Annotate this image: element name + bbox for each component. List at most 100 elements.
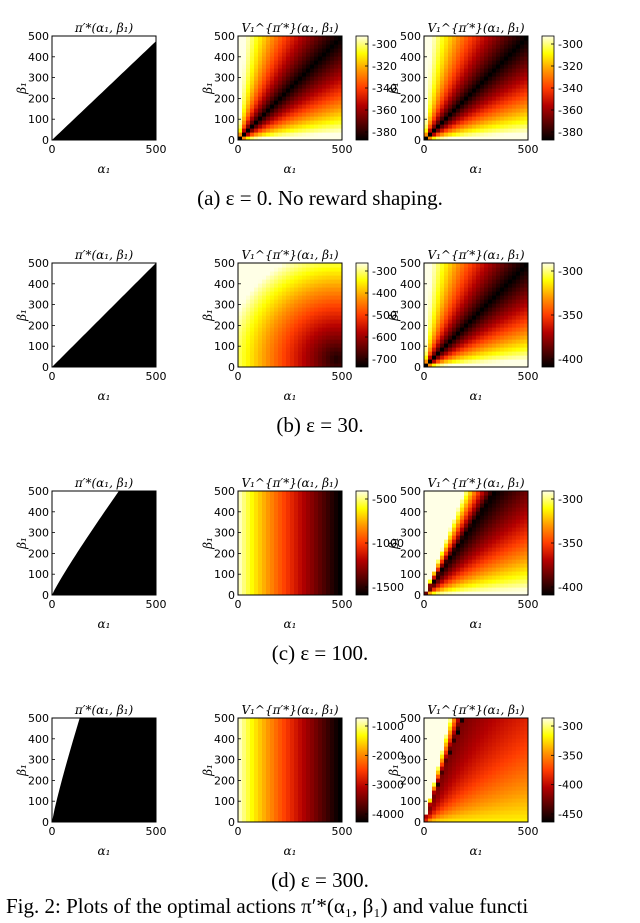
colorbar-tick-label: -300 [372,38,397,51]
heat-cell [242,539,247,544]
heat-cell [238,263,243,268]
heat-cell [440,40,445,45]
heat-cell [266,810,271,815]
heat-cell [262,786,267,791]
heat-cell [460,40,465,45]
heat-cell [318,104,323,109]
heat-cell [508,327,513,332]
heat-cell [310,287,315,292]
heat-cell [282,583,287,588]
heat-cell [318,794,323,799]
heat-cell [270,52,275,57]
heat-cell [254,491,259,496]
heat-cell [330,778,335,783]
heat-cell [258,283,263,288]
heat-cell [282,730,287,735]
heat-cell [448,543,453,548]
heat-cell [266,547,271,552]
heat-cell [270,774,275,779]
heat-cell [242,503,247,508]
heat-cell [496,44,501,49]
heat-cell [452,523,457,528]
heat-cell [310,112,315,117]
heat-cell [314,539,319,544]
heat-cell [246,339,251,344]
heat-cell [302,60,307,65]
heat-cell [444,335,449,340]
heat-cell [456,44,461,49]
heat-cell [262,323,267,328]
heat-cell [440,567,445,572]
heat-cell [444,295,449,300]
heat-cell [436,56,441,61]
heat-cell [436,44,441,49]
heat-cell [338,722,342,727]
heat-cell [500,315,505,320]
heat-cell [440,72,445,77]
heat-cell [460,351,465,356]
heat-cell [278,535,283,540]
heat-cell [432,88,437,93]
heat-cell [508,104,513,109]
heat-cell [338,40,342,45]
heat-cell [290,794,295,799]
heat-cell [326,778,331,783]
heat-cell [246,319,251,324]
heat-cell [286,491,291,496]
heat-cell [322,758,327,763]
heat-cell [258,770,263,775]
heat-cell [298,315,303,320]
heat-cell [302,718,307,723]
heat-cell [326,559,331,564]
heat-cell [310,722,315,727]
heat-cell [290,52,295,57]
heat-cell [302,547,307,552]
heat-cell [246,100,251,105]
heat-cell [270,722,275,727]
heat-cell [516,40,521,45]
heat-cell [428,539,433,544]
heat-cell [480,299,485,304]
heat-cell [456,279,461,284]
heat-cell [516,295,521,300]
heat-cell [468,72,473,77]
heat-cell [436,495,441,500]
heat-cell [258,774,263,779]
heat-cell [294,40,299,45]
x-axis-label: α₁ [98,389,111,403]
heat-cell [334,722,339,727]
heat-cell [460,136,465,140]
heat-cell [444,559,449,564]
heat-cell [258,295,263,300]
heat-cell [334,307,339,312]
heat-cell [440,291,445,296]
heat-cell [524,347,528,352]
heat-cell [456,56,461,61]
heat-cell [448,104,453,109]
colorbar-tick-label: -500 [372,493,397,506]
heat-cell [496,263,501,268]
heat-cell [294,80,299,85]
heat-cell [274,515,279,520]
heat-cell [258,758,263,763]
heat-cell [262,587,267,592]
heat-cell [242,287,247,292]
heat-cell [278,778,283,783]
heat-cell [480,80,485,85]
heat-cell [476,112,481,117]
heat-cell [456,535,461,540]
heat-cell [262,120,267,125]
heat-cell [444,555,449,560]
heat-cell [250,72,255,77]
heat-cell [274,571,279,576]
heat-cell [472,311,477,316]
heat-cell [294,263,299,268]
heat-cell [326,563,331,568]
heat-cell [512,124,517,129]
heat-cell [242,339,247,344]
heat-cell [282,535,287,540]
heat-cell [242,742,247,747]
heat-cell [290,303,295,308]
heat-cell [432,587,437,592]
heat-cell [448,507,453,512]
